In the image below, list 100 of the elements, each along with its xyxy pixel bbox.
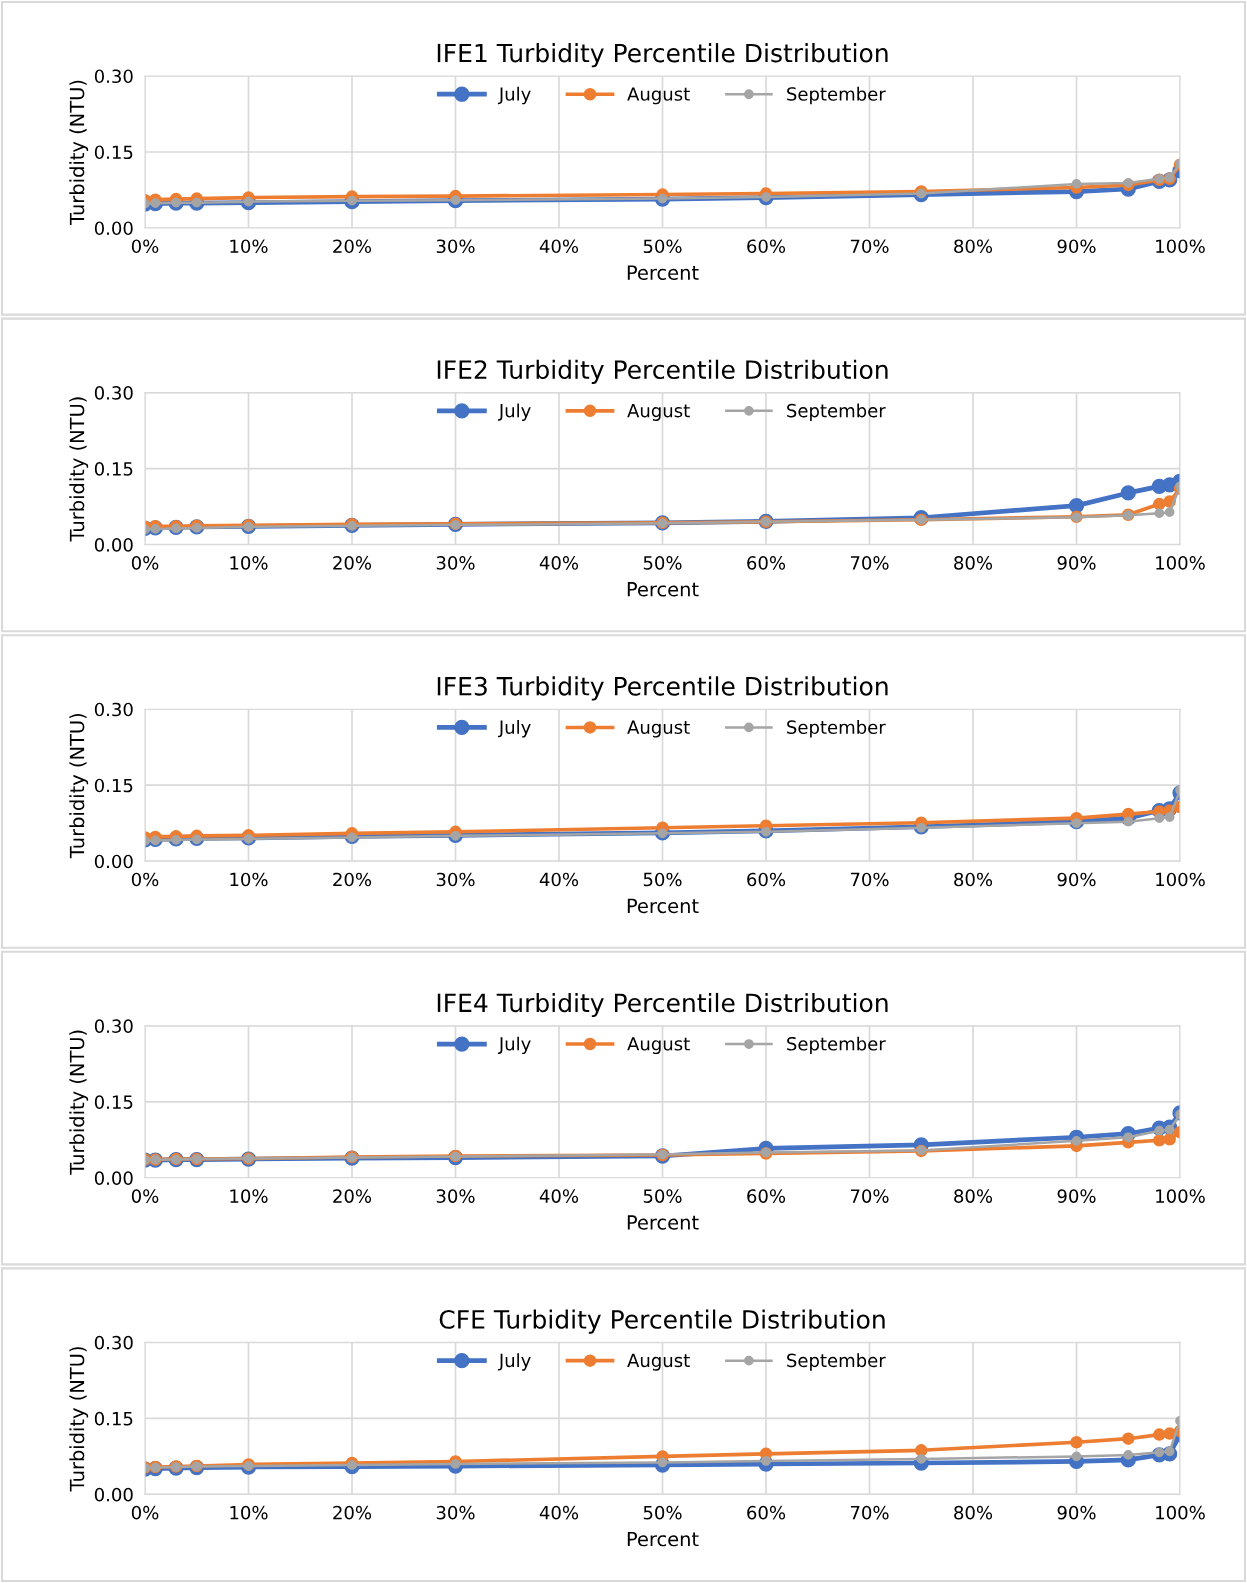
y-tick-label: 0.00 — [94, 1171, 133, 1185]
chart-title: CFE Turbidity Percentile Distribution — [439, 1309, 885, 1334]
x-tick-label: 30% — [436, 239, 475, 254]
x-tick-label: 60% — [747, 1505, 786, 1520]
legend-label: August — [627, 720, 690, 738]
y-tick-label: 0.15 — [94, 145, 133, 160]
y-tick-label: 0.30 — [94, 1335, 133, 1350]
x-tick-label: 80% — [954, 872, 993, 887]
x-tick-label: 40% — [539, 872, 579, 887]
chart-title: IFE2 Turbidity Percentile Distribution — [437, 359, 888, 384]
legend-label: September — [787, 1036, 886, 1055]
x-tick-label: 70% — [850, 1505, 889, 1520]
legend-label: July — [497, 720, 531, 738]
x-tick-label: 10% — [230, 1505, 268, 1520]
x-tick-label: 30% — [436, 1505, 475, 1520]
y-tick-label: 0.15 — [94, 1095, 133, 1109]
legend-label: July — [497, 1353, 531, 1371]
x-tick-label: 70% — [850, 556, 889, 570]
x-tick-label: 30% — [436, 556, 475, 570]
x-tick-label: 80% — [954, 239, 993, 254]
x-axis-title: Percent — [627, 898, 699, 914]
y-axis-title: Turbidity (NTU) — [69, 1347, 89, 1492]
y-tick-label: 0.30 — [94, 702, 133, 717]
chart-title: IFE3 Turbidity Percentile Distribution — [437, 676, 888, 701]
x-tick-label: 50% — [643, 1189, 682, 1203]
y-tick-label: 0.15 — [94, 778, 133, 793]
x-tick-label: 10% — [230, 556, 268, 570]
x-tick-label: 10% — [230, 239, 268, 254]
x-tick-label: 10% — [230, 872, 268, 887]
x-tick-label: 70% — [850, 1189, 889, 1203]
x-tick-label: 70% — [850, 872, 889, 887]
legend-label: August — [627, 1037, 690, 1055]
y-axis-title: Turbidity (NTU) — [69, 713, 89, 859]
x-tick-label: 90% — [1057, 1505, 1096, 1520]
y-tick-label: 0.00 — [94, 538, 133, 552]
y-tick-label: 0.15 — [94, 1411, 133, 1426]
x-tick-label: 0% — [131, 1189, 159, 1203]
x-axis-title: Percent — [627, 1215, 699, 1230]
y-axis-title: Turbidity (NTU) — [69, 397, 89, 542]
x-tick-label: 10% — [230, 1189, 268, 1203]
x-tick-label: 50% — [643, 556, 682, 570]
x-tick-label: 30% — [436, 872, 475, 887]
x-tick-label: 90% — [1057, 1189, 1096, 1203]
legend-label: August — [627, 87, 690, 105]
legend-label: July — [497, 86, 531, 105]
x-tick-label: 90% — [1057, 239, 1096, 254]
x-tick-label: 90% — [1057, 556, 1096, 570]
x-tick-label: 20% — [333, 1189, 372, 1203]
x-tick-label: 0% — [131, 239, 159, 254]
x-tick-label: 100% — [1156, 1505, 1205, 1520]
x-tick-label: 70% — [850, 239, 889, 254]
x-tick-label: 20% — [333, 872, 372, 887]
x-tick-label: 60% — [747, 1189, 786, 1203]
x-tick-label: 20% — [333, 239, 372, 254]
x-tick-label: 30% — [436, 1189, 475, 1203]
x-axis-title: Percent — [627, 1531, 699, 1547]
y-tick-label: 0.00 — [94, 1487, 133, 1502]
x-tick-label: 20% — [333, 1505, 372, 1520]
x-axis-title: Percent — [627, 582, 699, 597]
legend-label: September — [787, 403, 886, 421]
y-tick-label: 0.00 — [94, 221, 133, 236]
chart-title: IFE1 Turbidity Percentile Distribution — [437, 43, 888, 68]
legend-label: August — [627, 1353, 690, 1371]
legend-label: September — [787, 86, 886, 105]
x-axis-title: Percent — [627, 265, 699, 280]
y-tick-label: 0.30 — [94, 1019, 133, 1033]
x-tick-label: 80% — [954, 1505, 993, 1520]
x-tick-label: 100% — [1156, 1189, 1205, 1203]
x-tick-label: 60% — [747, 872, 786, 887]
legend-label: July — [497, 1036, 531, 1055]
x-tick-label: 60% — [747, 239, 786, 254]
x-tick-label: 20% — [333, 556, 372, 570]
x-tick-label: 0% — [131, 556, 159, 570]
x-tick-label: 50% — [643, 239, 682, 254]
x-tick-label: 40% — [539, 1505, 579, 1520]
x-tick-label: 100% — [1156, 239, 1205, 254]
y-tick-label: 0.30 — [94, 386, 133, 400]
x-tick-label: 60% — [747, 556, 786, 570]
x-tick-label: 40% — [539, 1189, 579, 1203]
x-tick-label: 0% — [131, 1505, 159, 1520]
x-tick-label: 80% — [954, 1189, 993, 1203]
x-tick-label: 90% — [1057, 872, 1096, 887]
x-tick-label: 50% — [643, 872, 682, 887]
legend-label: July — [497, 403, 531, 421]
legend-label: August — [627, 403, 690, 421]
legend-label: September — [787, 720, 886, 738]
x-tick-label: 40% — [539, 239, 579, 254]
y-tick-label: 0.30 — [94, 69, 133, 84]
y-tick-label: 0.00 — [94, 854, 133, 869]
x-tick-label: 80% — [954, 556, 993, 570]
x-tick-label: 50% — [643, 1505, 682, 1520]
legend-label: September — [787, 1353, 886, 1371]
x-tick-label: 100% — [1156, 872, 1205, 887]
chart-title: IFE4 Turbidity Percentile Distribution — [437, 992, 888, 1018]
y-axis-title: Turbidity (NTU) — [69, 80, 89, 225]
y-axis-title: Turbidity (NTU) — [69, 1030, 89, 1175]
x-tick-label: 40% — [539, 556, 579, 570]
y-tick-label: 0.15 — [94, 462, 133, 476]
x-tick-label: 0% — [131, 872, 159, 887]
x-tick-label: 100% — [1156, 556, 1205, 570]
